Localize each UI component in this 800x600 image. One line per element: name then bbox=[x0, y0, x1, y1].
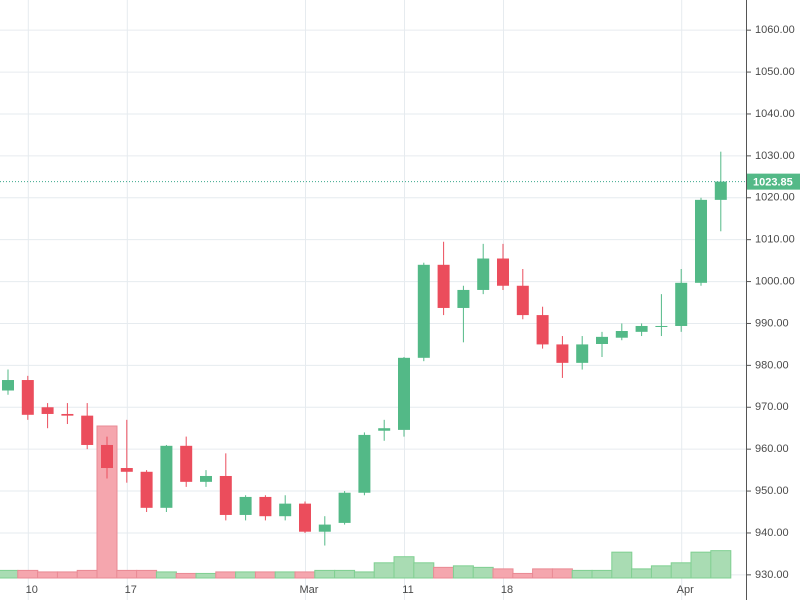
candle-body bbox=[259, 496, 272, 517]
candle-body bbox=[2, 380, 14, 391]
candle-body bbox=[635, 325, 648, 332]
y-tick-label: 990.00 bbox=[755, 317, 789, 329]
candle-body bbox=[101, 444, 113, 469]
volume-bar bbox=[195, 572, 217, 579]
candle-body bbox=[200, 475, 212, 482]
volume-bar bbox=[611, 551, 633, 579]
x-tick-label: 10 bbox=[26, 584, 38, 596]
candle-body bbox=[596, 336, 608, 344]
candle-body bbox=[120, 468, 133, 472]
candle-body bbox=[279, 503, 292, 517]
x-tick-label: Mar bbox=[300, 584, 319, 596]
volume-bar bbox=[433, 566, 455, 579]
candle-body bbox=[516, 285, 529, 316]
last-price-box bbox=[747, 173, 800, 190]
candle-body bbox=[140, 471, 153, 508]
candle-body bbox=[160, 445, 173, 508]
volume-bar bbox=[0, 569, 19, 579]
candle-body bbox=[81, 415, 94, 445]
y-tick-label: 940.00 bbox=[755, 527, 789, 539]
volume-bar bbox=[294, 571, 316, 579]
volume-bar bbox=[591, 569, 613, 579]
candle-body bbox=[239, 496, 252, 515]
volume-bar bbox=[136, 569, 158, 579]
y-tick-label: 950.00 bbox=[755, 485, 789, 497]
candle-body bbox=[61, 413, 74, 416]
candle-body bbox=[378, 428, 391, 431]
volume-bar bbox=[690, 551, 712, 579]
candle-body bbox=[457, 289, 470, 308]
candle-body bbox=[615, 331, 628, 338]
y-tick-label: 1030.00 bbox=[755, 150, 795, 162]
volume-bar bbox=[17, 569, 39, 579]
y-tick-label: 1050.00 bbox=[755, 66, 795, 78]
y-tick-label: 970.00 bbox=[755, 401, 789, 413]
y-tick-label: 960.00 bbox=[755, 443, 789, 455]
volume-bar bbox=[710, 550, 732, 579]
volume-bar bbox=[274, 571, 296, 579]
candle-body bbox=[714, 181, 727, 200]
candle-body bbox=[180, 445, 193, 482]
y-tick-label: 1020.00 bbox=[755, 192, 795, 204]
candle-body bbox=[318, 524, 331, 532]
y-tick-label: 930.00 bbox=[755, 569, 789, 581]
candle-body bbox=[41, 407, 54, 414]
volume-bar bbox=[353, 571, 375, 579]
volume-bar bbox=[334, 569, 356, 579]
volume-bar bbox=[37, 571, 59, 579]
volume-bar bbox=[571, 569, 593, 579]
volume-bar bbox=[254, 571, 276, 579]
volume-bar bbox=[314, 569, 336, 579]
y-tick-label: 1040.00 bbox=[755, 108, 795, 120]
candle-body bbox=[675, 282, 688, 326]
volume-bar bbox=[155, 571, 177, 579]
candle-body bbox=[219, 475, 232, 515]
candle-body bbox=[536, 315, 549, 345]
y-tick-label: 980.00 bbox=[755, 359, 789, 371]
volume-bar bbox=[512, 572, 534, 579]
candle-body bbox=[417, 264, 430, 358]
volume-bar bbox=[452, 565, 474, 579]
volume-bar bbox=[76, 569, 98, 579]
last-price-label: 1023.85 bbox=[753, 177, 793, 189]
y-tick-label: 1010.00 bbox=[755, 234, 795, 246]
x-tick-label: 11 bbox=[402, 584, 413, 596]
volume-bar bbox=[235, 571, 257, 579]
volume-bar bbox=[393, 556, 415, 579]
x-tick-label: 17 bbox=[125, 584, 137, 596]
volume-bar bbox=[175, 572, 197, 579]
candle-body bbox=[695, 199, 707, 283]
volume-bar bbox=[215, 571, 237, 579]
candle-body bbox=[338, 492, 351, 523]
volume-bar bbox=[670, 562, 692, 579]
volume-bar bbox=[373, 562, 395, 579]
volume-bar bbox=[650, 565, 672, 579]
candle-body bbox=[655, 325, 668, 327]
candle-body bbox=[398, 357, 410, 430]
volume-bar bbox=[116, 569, 138, 579]
candle-body bbox=[576, 344, 589, 363]
candle-body bbox=[21, 380, 34, 415]
candle-body bbox=[497, 258, 509, 286]
candle-body bbox=[299, 503, 311, 532]
candle-body bbox=[477, 258, 490, 290]
volume-bar bbox=[551, 568, 573, 579]
y-tick-label: 1060.00 bbox=[755, 24, 795, 36]
axis-bg bbox=[746, 0, 800, 600]
volume-bar bbox=[413, 562, 435, 579]
volume-bar bbox=[631, 568, 653, 579]
volume-bar bbox=[56, 571, 78, 579]
candle-body bbox=[437, 264, 450, 308]
x-tick-label: Apr bbox=[677, 584, 694, 596]
volume-bar bbox=[492, 568, 514, 579]
candle-body bbox=[358, 434, 371, 493]
volume-bar bbox=[532, 568, 554, 579]
x-tick-label: 18 bbox=[501, 584, 513, 596]
candle-body bbox=[556, 344, 569, 363]
y-tick-label: 1000.00 bbox=[755, 275, 795, 287]
volume-bar bbox=[472, 566, 494, 579]
